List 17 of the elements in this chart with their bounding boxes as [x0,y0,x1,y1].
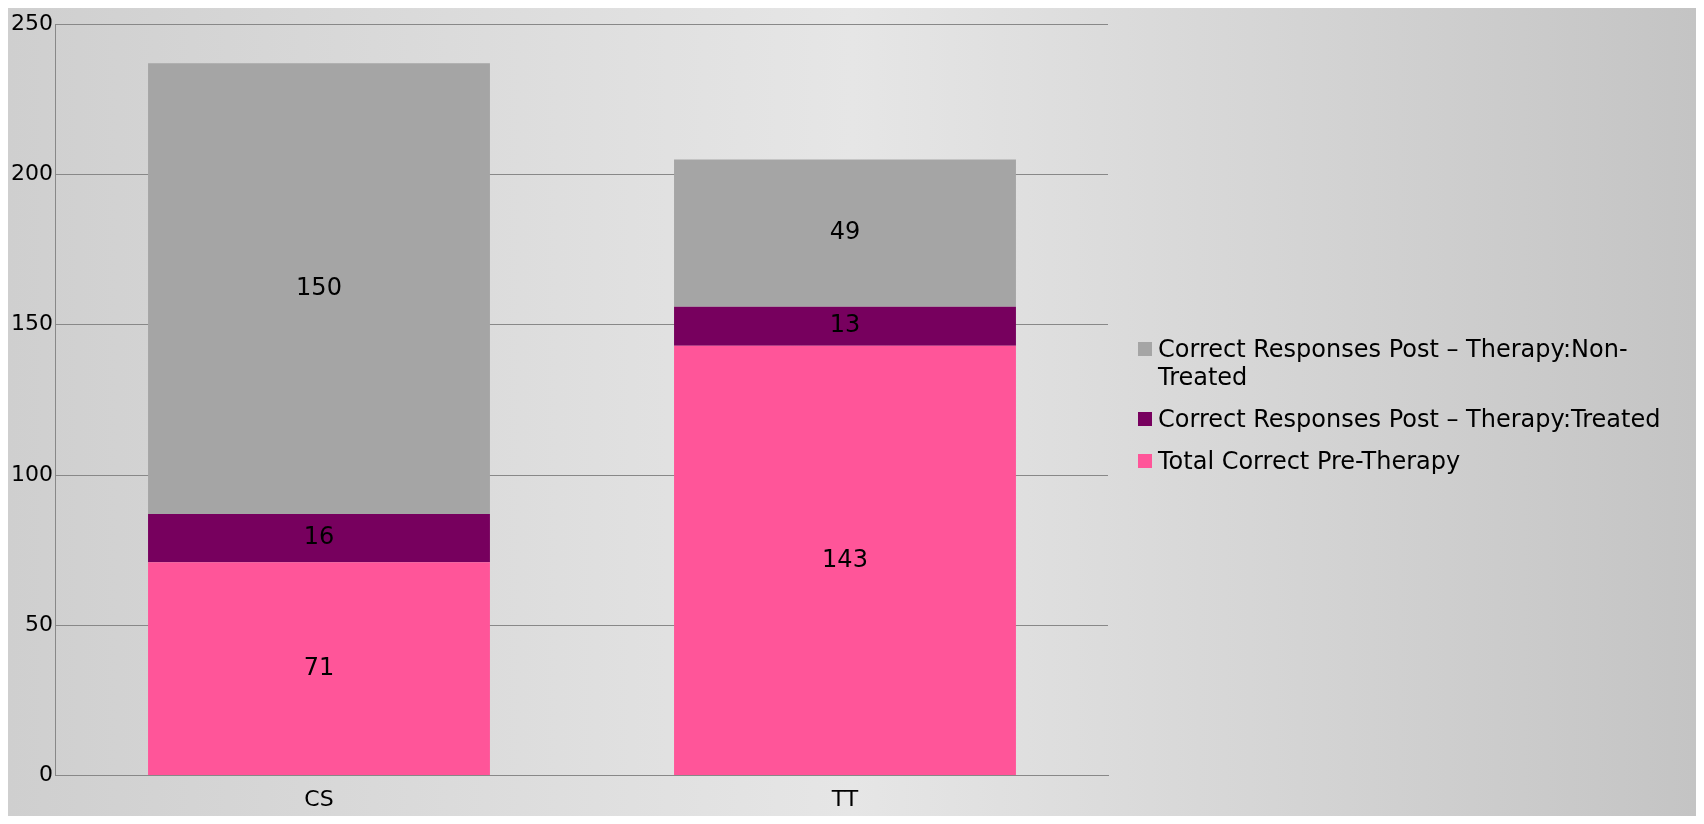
data-label: 150 [296,272,342,301]
y-tick-label: 0 [38,761,53,787]
data-label: 143 [822,544,868,573]
y-tick-label: 250 [10,9,53,35]
data-label: 16 [303,522,335,551]
data-label: 71 [303,652,335,681]
y-tick-label: 150 [10,310,53,336]
legend-label: Correct Responses Post – Therapy:Treated [1158,405,1661,433]
y-tick-label: 100 [10,460,53,486]
y-tick-label: 200 [10,160,53,186]
legend-label: Correct Responses Post – Therapy:Non-Treated [1158,335,1629,391]
y-tick-label: 50 [24,611,53,637]
x-tick-label: CS [304,785,334,811]
data-label: 13 [829,310,861,339]
data-label: 49 [829,217,861,246]
legend-label: Total Correct Pre-Therapy [1158,447,1461,475]
x-tick-label: TT [830,785,859,811]
